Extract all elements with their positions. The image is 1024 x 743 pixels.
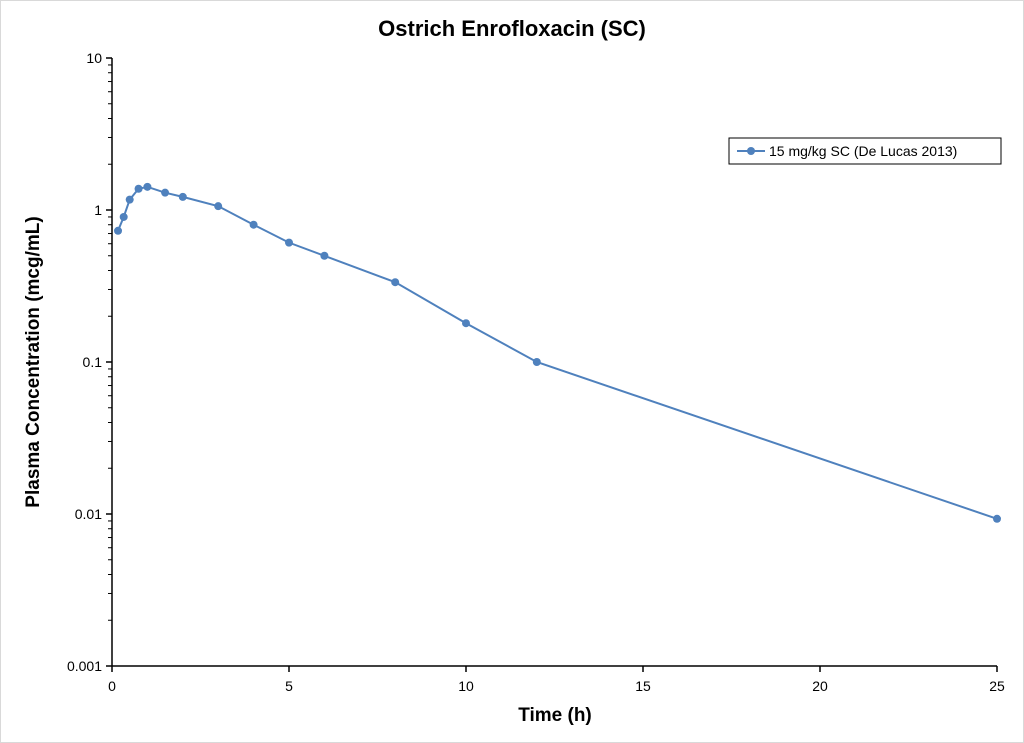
legend-label: 15 mg/kg SC (De Lucas 2013) [769,143,957,159]
axes: 0.001 0.01 0.1 1 10 0 5 10 15 20 25 [67,50,1005,694]
x-axis-title: Time (h) [518,705,592,726]
y-tick-label: 10 [86,50,102,66]
x-tick-label: 25 [989,678,1005,694]
y-axis-title: Plasma Concentration (mcg/mL) [23,216,44,507]
y-tick-label: 0.1 [83,354,103,370]
legend-marker [747,147,755,155]
data-point [119,212,128,221]
data-point [391,278,400,287]
data-point [993,514,1001,523]
legend: 15 mg/kg SC (De Lucas 2013) [728,137,1002,165]
data-point [532,358,541,366]
data-point [125,195,134,204]
data-point [462,319,470,328]
series-layer [114,182,1001,523]
chart-title: Ostrich Enrofloxacin (SC) [378,16,646,41]
data-point [249,220,258,229]
data-point [143,182,152,191]
x-tick-label: 20 [812,678,828,694]
data-point [134,184,143,193]
data-point [214,202,223,211]
y-tick-label: 1 [94,202,102,218]
y-tick-label: 0.01 [75,506,102,522]
legend-box [728,137,1002,165]
data-point [178,192,187,201]
y-tick-label: 0.001 [67,658,102,674]
x-tick-label: 0 [108,678,116,694]
x-tick-label: 10 [458,678,474,694]
data-point [114,226,123,235]
data-point [161,188,170,197]
data-point [320,251,329,260]
x-tick-label: 15 [635,678,651,694]
x-tick-label: 5 [285,678,293,694]
data-point [285,238,293,247]
